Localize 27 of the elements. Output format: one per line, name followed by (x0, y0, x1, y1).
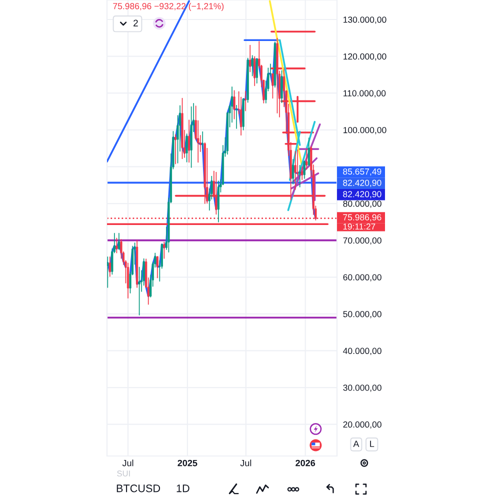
x-tick-label: 2026 (296, 460, 316, 466)
text: 1D (176, 484, 190, 492)
x-tick-label: Jul (122, 460, 134, 466)
y-tick-label: 110.000,00 (344, 90, 386, 98)
ref-line-label: 85.657,49 (343, 168, 382, 176)
text: 82.420,90 (343, 191, 382, 198)
x-tick-label: 2025 (178, 460, 198, 466)
y-tick-label: 80.000,00 (343, 200, 382, 208)
y-tick-label: 130.000,00 (344, 16, 386, 24)
y-tick-label: 40.000,00 (343, 348, 382, 356)
y-tick-label: 120.000,00 (344, 53, 386, 61)
y-tick-label: 60.000,00 (343, 274, 382, 282)
annotation: 2 (134, 20, 138, 26)
text: L (370, 440, 374, 447)
text: 82.420,90 (343, 180, 382, 187)
text: A (353, 440, 360, 447)
x-tick-label: Jul (240, 460, 252, 466)
annotation: 75.986,96 −932,22 (−1,21%) (113, 2, 224, 11)
text: 19:11:27 (343, 224, 376, 230)
y-tick-label: 70.000,00 (343, 237, 382, 245)
text: SUI (117, 470, 130, 476)
ref-line-label: 75.986,96 (343, 214, 382, 222)
y-tick-label: 30.000,00 (343, 384, 382, 392)
y-tick-label: 50.000,00 (343, 311, 382, 318)
y-tick-label: 20.000,00 (343, 421, 382, 429)
y-tick-label: 100.000,00 (344, 126, 386, 134)
text: BTCUSD (116, 484, 160, 492)
